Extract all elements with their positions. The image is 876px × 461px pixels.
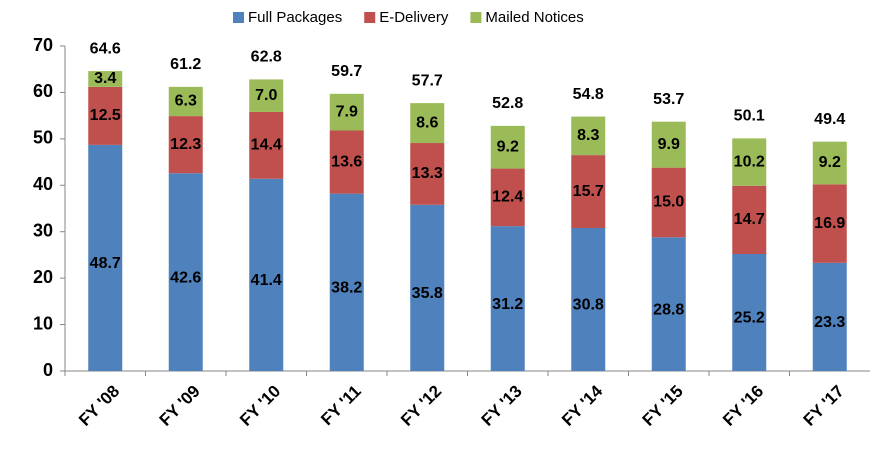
- bar-segment: [410, 143, 445, 205]
- data-label: 14.4: [251, 137, 282, 154]
- bar-segment: [329, 193, 364, 371]
- legend-label: Mailed Notices: [485, 9, 583, 26]
- bar-segment: [651, 167, 686, 238]
- bar-segment: [732, 138, 767, 186]
- bar-segment: [651, 237, 686, 371]
- x-tick-label: FY '10: [236, 382, 284, 430]
- total-label: 59.7: [331, 63, 362, 80]
- data-label: 48.7: [90, 255, 121, 272]
- bar-segment: [812, 141, 847, 185]
- data-label: 38.2: [331, 280, 362, 297]
- total-label: 64.6: [90, 40, 121, 57]
- bar-segment: [249, 111, 284, 179]
- data-label: 15.0: [653, 194, 684, 211]
- data-label: 16.9: [814, 215, 845, 232]
- bar-segment: [168, 116, 203, 174]
- bar-segment: [732, 185, 767, 254]
- x-tick-label: FY '11: [317, 382, 364, 429]
- data-label: 14.7: [734, 211, 765, 228]
- data-label: 42.6: [170, 269, 201, 286]
- data-label: 12.4: [492, 189, 523, 206]
- x-tick-label: FY '13: [478, 382, 526, 430]
- total-label: 52.8: [492, 95, 523, 112]
- x-tick-label: FY '08: [75, 382, 123, 430]
- bar-segment: [732, 254, 767, 371]
- bar-segment: [168, 86, 203, 117]
- bar-segment: [651, 121, 686, 168]
- x-tick-label: FY '15: [639, 382, 687, 430]
- data-label: 6.3: [175, 93, 197, 110]
- data-label: 12.5: [90, 107, 121, 124]
- x-tick-label: FY '17: [800, 382, 848, 430]
- bar-segment: [490, 226, 525, 371]
- data-label: 8.3: [577, 127, 599, 144]
- data-label: 13.6: [331, 153, 362, 170]
- x-tick-label: FY '12: [397, 382, 445, 430]
- data-label: 13.3: [412, 165, 443, 182]
- data-label: 25.2: [734, 310, 765, 327]
- data-label: 12.3: [170, 136, 201, 153]
- x-tick-label: FY '14: [558, 381, 607, 430]
- y-tick-label: 0: [43, 360, 53, 380]
- y-tick-label: 30: [33, 220, 53, 240]
- bar-segment: [329, 130, 364, 194]
- legend-label: Full Packages: [248, 9, 342, 26]
- bar-segment: [571, 155, 606, 228]
- bar-segment: [490, 168, 525, 227]
- y-tick-label: 60: [33, 81, 53, 101]
- data-label: 7.0: [255, 87, 277, 104]
- data-label: 7.9: [336, 103, 358, 120]
- bar-segment: [88, 71, 123, 87]
- bar-segment: [812, 262, 847, 371]
- data-label: 35.8: [412, 285, 443, 302]
- x-tick-label: FY '16: [719, 382, 767, 430]
- bar-segment: [410, 103, 445, 144]
- y-tick-label: 70: [33, 35, 53, 55]
- legend-label: E-Delivery: [379, 9, 449, 26]
- bar-segment: [168, 173, 203, 371]
- total-label: 49.4: [814, 111, 845, 128]
- total-label: 54.8: [573, 86, 604, 103]
- bar-segment: [329, 93, 364, 131]
- bar-segment: [88, 86, 123, 145]
- data-label: 41.4: [251, 272, 282, 289]
- y-tick-label: 10: [33, 313, 53, 333]
- legend-swatch: [470, 12, 482, 23]
- total-label: 62.8: [251, 49, 282, 66]
- data-label: 23.3: [814, 314, 845, 331]
- data-label: 31.2: [492, 296, 523, 313]
- bar-segment: [88, 144, 123, 371]
- x-tick-label: FY '09: [156, 382, 204, 430]
- y-tick-label: 50: [33, 128, 53, 148]
- bar-segment: [249, 178, 284, 371]
- data-label: 8.6: [416, 114, 438, 131]
- data-label: 30.8: [573, 297, 604, 314]
- total-label: 50.1: [734, 108, 765, 125]
- data-label: 9.2: [497, 138, 519, 155]
- legend-swatch: [233, 12, 244, 23]
- data-label: 9.2: [819, 154, 841, 171]
- data-label: 9.9: [658, 136, 680, 153]
- total-label: 61.2: [170, 56, 201, 73]
- total-label: 53.7: [653, 91, 684, 108]
- bar-segment: [490, 125, 525, 169]
- bar-segment: [812, 184, 847, 263]
- bar-segment: [410, 204, 445, 371]
- data-label: 28.8: [653, 301, 684, 318]
- legend-swatch: [364, 12, 376, 23]
- y-tick-label: 40: [33, 174, 53, 194]
- data-label: 15.7: [573, 183, 604, 200]
- bar-segment: [249, 79, 284, 112]
- bar-segment: [571, 228, 606, 371]
- y-tick-label: 20: [33, 267, 53, 287]
- data-label: 10.2: [734, 153, 765, 170]
- data-label: 3.4: [94, 70, 116, 87]
- total-label: 57.7: [412, 72, 443, 89]
- bar-segment: [571, 116, 606, 156]
